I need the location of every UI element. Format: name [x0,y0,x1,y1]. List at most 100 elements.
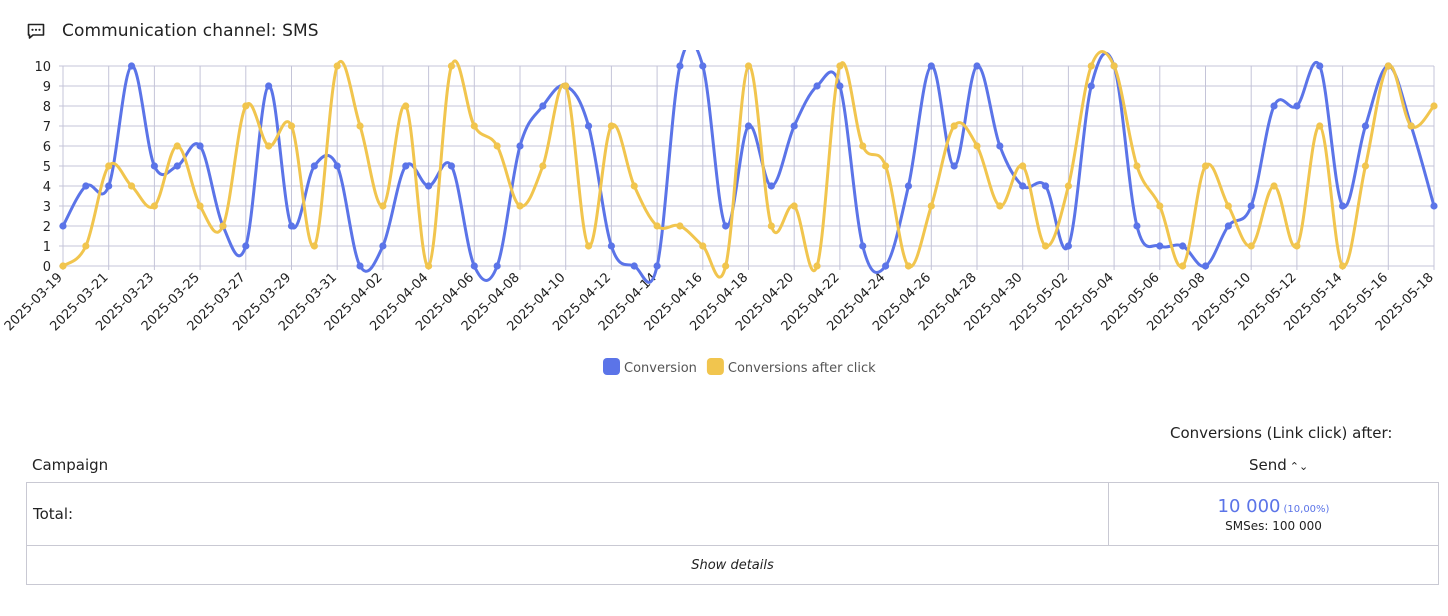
send-column-header[interactable]: Send ⌃⌄ [1249,456,1308,474]
data-point-conversions-after-click [1110,62,1118,70]
data-point-conversions-after-click [1339,262,1347,270]
data-point-conversion [1156,242,1164,250]
data-point-conversions-after-click [1179,262,1187,270]
data-point-conversions-after-click [242,102,250,110]
data-point-conversion [82,182,90,190]
y-tick-label: 10 [34,60,51,75]
data-point-conversions-after-click [973,142,981,150]
data-point-conversions-after-click [1201,162,1210,170]
data-point-conversions-after-click [1316,122,1324,130]
data-point-conversions-after-click [744,62,753,70]
data-point-conversion [1247,202,1255,210]
data-point-conversions-after-click [1247,242,1255,250]
data-point-conversions-after-click [1064,182,1072,190]
y-tick-label: 4 [43,180,51,195]
data-point-conversions-after-click [150,202,158,210]
show-details-button[interactable]: Show details [26,545,1439,585]
data-point-conversion [1087,82,1095,90]
data-point-conversion [859,242,867,250]
data-point-conversion [105,182,113,190]
show-details-row[interactable]: Show details [26,545,1439,585]
data-point-conversion [1339,202,1347,210]
conversions-subheading: Conversions (Link click) after: [1170,424,1393,442]
data-point-conversions-after-click [630,182,638,190]
data-point-conversion [127,62,136,70]
data-point-conversion [1316,62,1324,70]
chart-legend: Conversion Conversions after click [603,358,876,376]
campaign-column-header: Campaign [32,456,109,474]
total-label-cell: Total: [26,482,1109,546]
total-percent: (10,00%) [1283,503,1330,515]
data-point-conversion [1293,102,1301,110]
data-point-conversions-after-click [196,202,204,210]
legend-swatch-conversion [603,358,620,375]
data-point-conversions-after-click [105,162,113,170]
data-point-conversion [836,82,844,90]
y-tick-label: 1 [43,240,51,255]
data-point-conversion [333,162,341,170]
data-point-conversion [584,122,593,130]
data-point-conversion [402,162,410,170]
data-point-conversions-after-click [699,242,707,250]
data-point-conversion [1361,122,1370,130]
data-point-conversions-after-click [653,222,661,230]
data-point-conversions-after-click [173,142,181,150]
data-point-conversion [1270,102,1278,110]
data-point-conversions-after-click [584,242,593,250]
data-point-conversion [1064,242,1072,250]
data-point-conversion [973,62,981,70]
data-point-conversions-after-click [539,162,547,170]
y-tick-label: 2 [43,220,51,235]
data-point-conversion [150,162,158,170]
series-points [59,62,1438,270]
data-point-conversions-after-click [607,122,616,130]
y-tick-label: 3 [43,200,51,215]
legend-label-conversions-after-click: Conversions after click [728,361,876,376]
y-tick-label: 7 [43,120,51,135]
data-point-conversion [265,82,273,90]
data-point-conversion [744,122,753,130]
data-point-conversions-after-click [1361,162,1370,170]
data-point-conversions-after-click [470,122,478,130]
data-point-conversions-after-click [82,242,90,250]
data-point-conversion [516,142,524,150]
data-point-conversion [927,62,935,70]
data-point-conversions-after-click [516,202,524,210]
y-axis: 0 1 2 3 4 5 6 7 8 9 10 [34,60,51,275]
sort-icon[interactable]: ⌃⌄ [1289,460,1309,473]
data-point-conversion [1430,202,1438,210]
data-point-conversions-after-click [219,222,227,230]
data-point-conversion [904,182,913,190]
y-tick-label: 6 [43,140,51,155]
data-point-conversions-after-click [1270,182,1278,190]
data-point-conversions-after-click [1407,122,1415,130]
data-point-conversion [447,162,456,170]
data-point-conversions-after-click [425,262,433,270]
data-point-conversion [173,162,181,170]
data-point-conversions-after-click [310,242,318,250]
data-point-conversion [310,162,318,170]
data-point-conversions-after-click [1041,242,1050,250]
data-point-conversions-after-click [1430,102,1438,110]
data-point-conversions-after-click [767,222,775,230]
data-point-conversion [882,262,890,270]
data-point-conversion [1133,222,1141,230]
y-tick-label: 8 [43,100,51,115]
data-point-conversions-after-click [1384,62,1392,70]
legend-swatch-conversions-after-click [706,358,724,375]
data-point-conversion [539,102,547,110]
data-point-conversions-after-click [950,122,958,130]
data-point-conversions-after-click [813,262,821,270]
total-send-cell: 10 000 (10,00%) SMSes: 100 000 [1108,482,1439,546]
x-axis: 2025-03-192025-03-212025-03-232025-03-25… [2,270,1437,334]
data-point-conversion [1201,262,1210,270]
send-column-label: Send [1249,456,1287,474]
data-point-conversion [379,242,387,250]
data-point-conversions-after-click [927,202,935,210]
data-point-conversions-after-click [722,262,730,270]
data-point-conversion [950,162,958,170]
data-point-conversion [813,82,821,90]
total-value: 10 000 [1217,495,1281,517]
data-point-conversions-after-click [1156,202,1164,210]
y-tick-label: 5 [43,160,51,175]
